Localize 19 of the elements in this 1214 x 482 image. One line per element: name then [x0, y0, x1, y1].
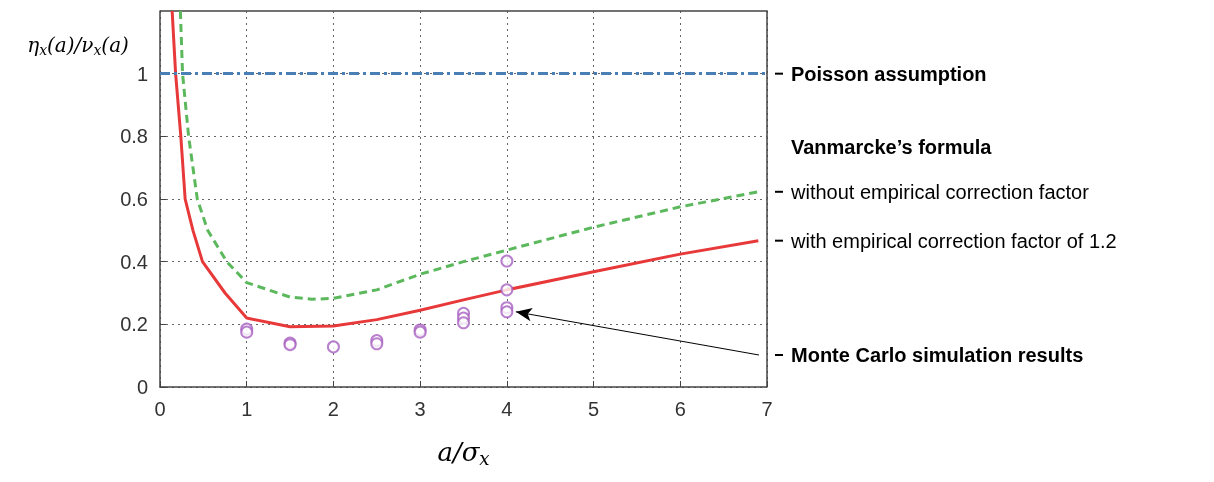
- x-tick-label: 7: [761, 398, 773, 420]
- y-tick-label: 0.6: [120, 188, 148, 210]
- x-tick-label: 3: [414, 398, 426, 420]
- x-tick-label: 2: [327, 398, 339, 420]
- y-tick-label: 0.2: [120, 313, 148, 336]
- x-tick-label: 5: [588, 398, 600, 420]
- y-tick-label: 1: [136, 62, 148, 85]
- x-tick-label: 4: [501, 398, 513, 420]
- y-tick-label: 0: [136, 376, 148, 398]
- ref-line-label: Poisson assumption: [791, 62, 987, 85]
- x-tick-label: 1: [241, 398, 253, 420]
- y-tick-label: 0.8: [120, 125, 148, 148]
- y-tick-label: 0.4: [120, 250, 148, 273]
- text: Monte Carlo simulation results: [791, 344, 1084, 366]
- x-tick-label: 6: [674, 398, 686, 420]
- x-tick-label: 0: [154, 398, 166, 420]
- series-label: without empirical correction factor: [790, 180, 1090, 203]
- text: Vanmarcke’s formula: [791, 135, 993, 158]
- series-label: with empirical correction factor of 1.2: [790, 229, 1117, 252]
